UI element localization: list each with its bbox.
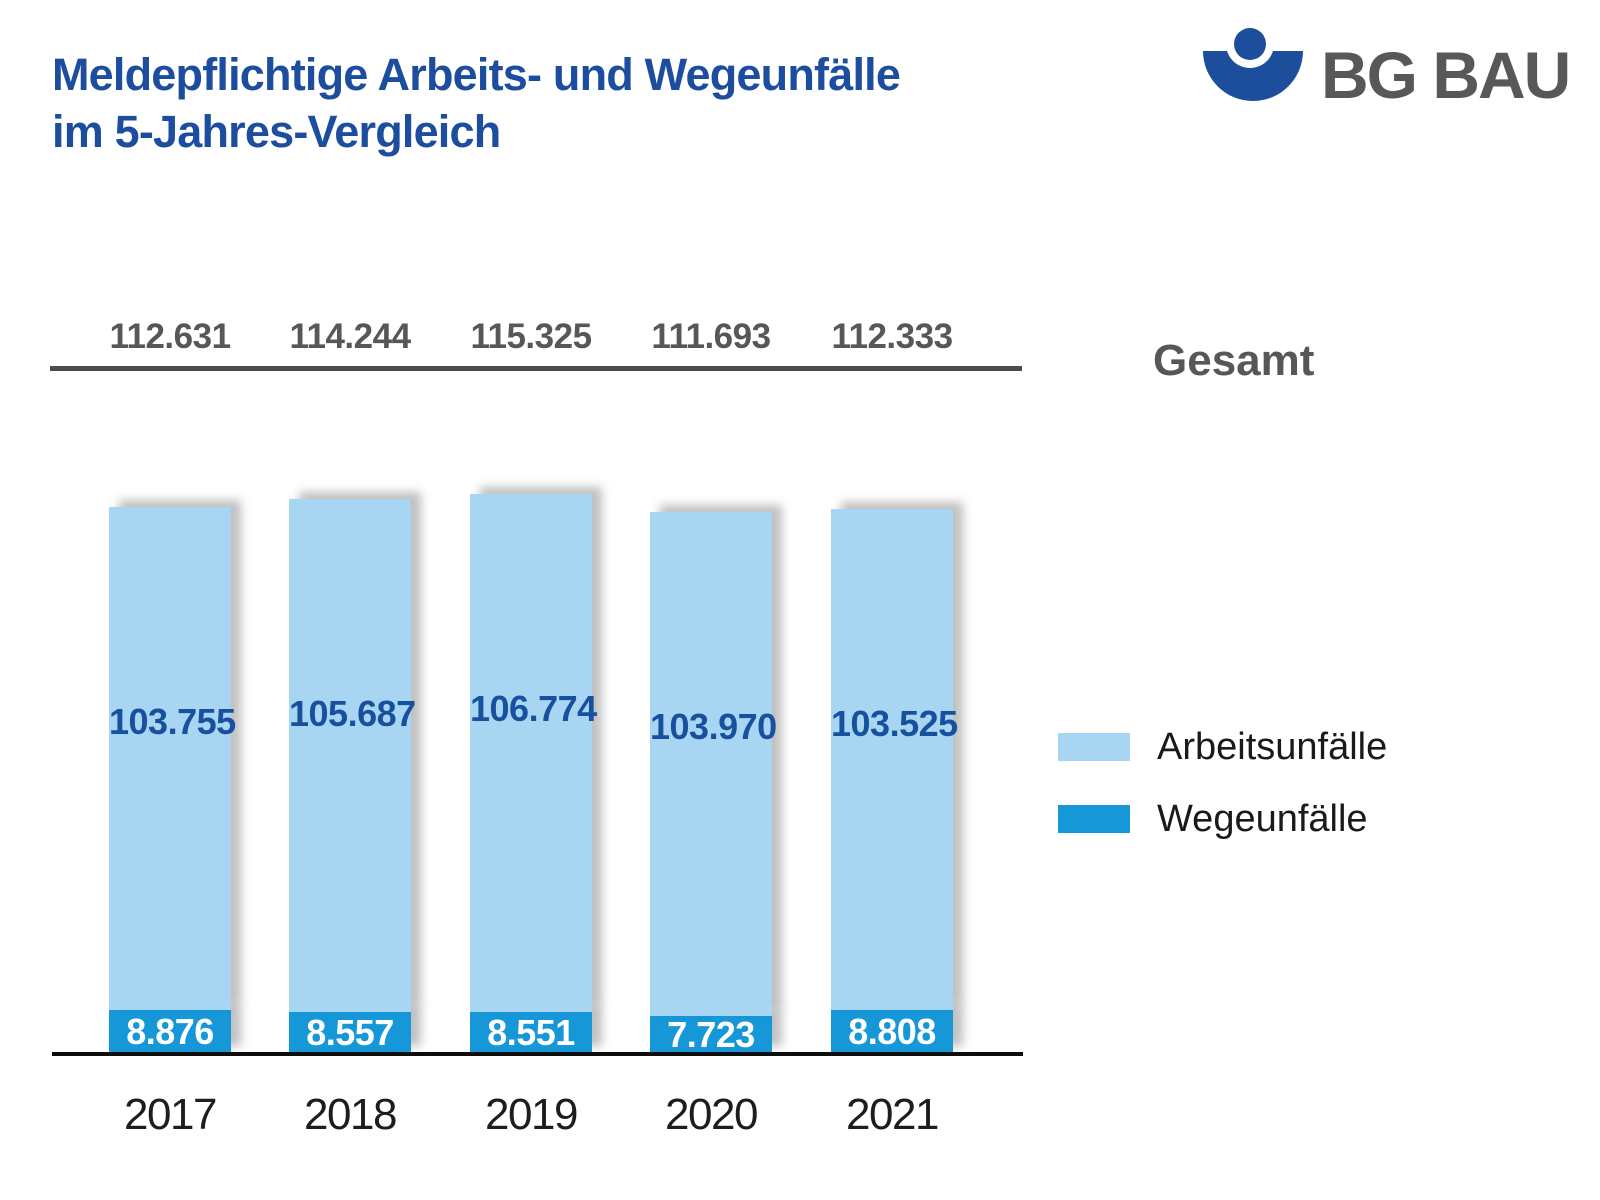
category-label-2018: 2018 xyxy=(304,1090,397,1139)
category-label-2019: 2019 xyxy=(485,1090,578,1139)
value-label-arbeitsunfaelle-2019: 106.774 xyxy=(470,688,597,729)
logo-text: BG BAU xyxy=(1321,38,1571,112)
segment-wegeunfaelle-2019: 8.551 xyxy=(470,1012,592,1053)
segment-arbeitsunfaelle-2017: 103.755 xyxy=(109,507,236,1010)
segment-wegeunfaelle-2021: 8.808 xyxy=(831,1010,953,1053)
segment-arbeitsunfaelle-2021: 103.525 xyxy=(831,509,958,1010)
total-value-2018: 114.244 xyxy=(289,317,411,356)
legend-swatch-arbeitsunfaelle xyxy=(1058,733,1130,761)
legend-label-arbeitsunfaelle: Arbeitsunfälle xyxy=(1157,725,1388,768)
bar-2017: 103.755 8.876 xyxy=(109,507,236,1053)
category-label-2021: 2021 xyxy=(846,1090,939,1139)
segment-wegeunfaelle-2018: 8.557 xyxy=(289,1012,411,1053)
value-label-wegeunfaelle-2017: 8.876 xyxy=(126,1011,214,1052)
chart-title-line2: im 5-Jahres-Vergleich xyxy=(52,106,501,157)
bar-2018: 105.687 8.557 xyxy=(289,499,416,1053)
segment-arbeitsunfaelle-2019: 106.774 xyxy=(470,494,597,1012)
value-label-arbeitsunfaelle-2017: 103.755 xyxy=(109,701,236,742)
value-label-arbeitsunfaelle-2018: 105.687 xyxy=(289,693,416,734)
chart-title-line1: Meldepflichtige Arbeits- und Wegeunfälle xyxy=(52,49,901,100)
bar-2019: 106.774 8.551 xyxy=(470,494,597,1053)
bar-2021: 103.525 8.808 xyxy=(831,509,958,1053)
value-label-wegeunfaelle-2021: 8.808 xyxy=(848,1011,936,1052)
legend-item-wegeunfaelle: Wegeunfälle xyxy=(1058,798,1387,840)
chart-title: Meldepflichtige Arbeits- und Wegeunfälle… xyxy=(52,46,901,160)
legend-swatch-wegeunfaelle xyxy=(1058,805,1130,833)
value-label-wegeunfaelle-2018: 8.557 xyxy=(306,1012,394,1053)
legend: Arbeitsunfälle Wegeunfälle xyxy=(1058,726,1387,840)
category-axis-line xyxy=(52,1052,1023,1056)
category-label-2017: 2017 xyxy=(124,1090,217,1139)
total-value-2017: 112.631 xyxy=(109,317,231,356)
bg-bau-logo: BG BAU xyxy=(1203,28,1571,113)
totals-divider-line xyxy=(50,366,1022,371)
protected-person-icon xyxy=(1203,28,1303,101)
segment-arbeitsunfaelle-2020: 103.970 xyxy=(650,512,777,1016)
legend-item-arbeitsunfaelle: Arbeitsunfälle xyxy=(1058,726,1387,768)
segment-wegeunfaelle-2020: 7.723 xyxy=(650,1016,772,1053)
legend-label-wegeunfaelle: Wegeunfälle xyxy=(1157,797,1368,840)
total-value-2021: 112.333 xyxy=(831,317,953,356)
segment-wegeunfaelle-2017: 8.876 xyxy=(109,1010,231,1053)
totals-row-label: Gesamt xyxy=(1153,336,1315,385)
value-label-arbeitsunfaelle-2021: 103.525 xyxy=(831,703,958,744)
total-value-2020: 111.693 xyxy=(651,317,771,356)
category-label-2020: 2020 xyxy=(665,1090,758,1139)
bar-2020: 103.970 7.723 xyxy=(650,512,777,1053)
segment-arbeitsunfaelle-2018: 105.687 xyxy=(289,499,416,1012)
value-label-arbeitsunfaelle-2020: 103.970 xyxy=(650,706,777,747)
total-value-2019: 115.325 xyxy=(470,317,592,356)
value-label-wegeunfaelle-2020: 7.723 xyxy=(667,1014,755,1055)
value-label-wegeunfaelle-2019: 8.551 xyxy=(487,1012,575,1053)
